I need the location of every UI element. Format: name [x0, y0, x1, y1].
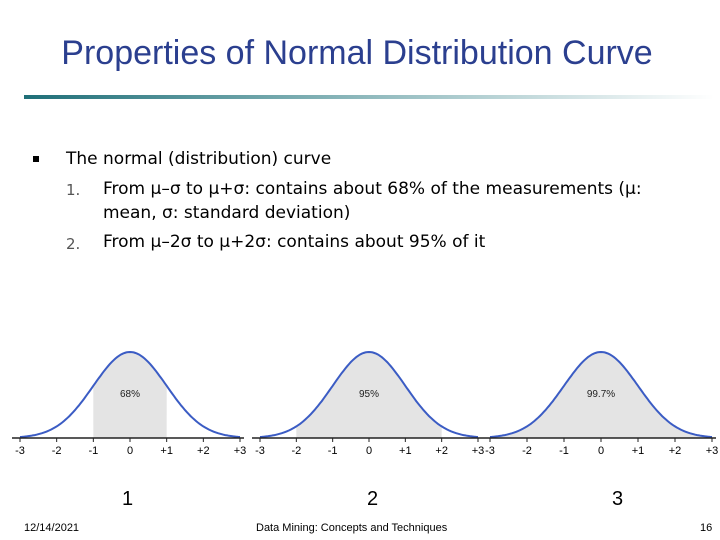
tick-label: +1 [632, 445, 645, 457]
tick-label: -1 [559, 445, 569, 457]
footer-page-number: 16 [700, 522, 713, 534]
item-1-number: 1. [66, 181, 81, 199]
tick-label: +3 [706, 445, 719, 457]
tick-label: 0 [127, 445, 133, 457]
bullet-icon [33, 156, 39, 162]
tick-label: +1 [399, 445, 412, 457]
tick-label: +2 [435, 445, 448, 457]
normal-curve-3 [489, 350, 713, 438]
tick-label: +3 [472, 445, 485, 457]
percent-label-1: 68% [120, 389, 140, 400]
tick-label: -2 [52, 445, 62, 457]
figure-label-3: 3 [612, 488, 624, 510]
item-1-text-line2: mean, σ: standard deviation) [103, 203, 351, 223]
footer-title: Data Mining: Concepts and Techniques [256, 522, 448, 534]
tick-label: -3 [255, 445, 265, 457]
tick-label: +2 [669, 445, 682, 457]
item-2-number: 2. [66, 235, 81, 253]
slide-title: Properties of Normal Distribution Curve [61, 34, 653, 72]
tick-label: 0 [598, 445, 604, 457]
tick-label: -2 [291, 445, 301, 457]
shaded-area-2 [296, 352, 442, 438]
item-1-text-line1: From μ–σ to μ+σ: contains about 68% of t… [103, 179, 642, 199]
body-intro: The normal (distribution) curve [66, 149, 332, 169]
tick-label: +1 [160, 445, 173, 457]
tick-label: -3 [15, 445, 25, 457]
normal-curve-1 [19, 350, 241, 438]
tick-label: -1 [88, 445, 98, 457]
tick-label: -2 [522, 445, 532, 457]
shaded-area-3 [490, 352, 712, 438]
normal-curve-2 [259, 350, 479, 438]
tick-label: -3 [485, 445, 495, 457]
tick-label: -1 [328, 445, 338, 457]
footer-date: 12/14/2021 [24, 522, 80, 534]
figure-label-2: 2 [367, 488, 379, 510]
title-underline [24, 95, 714, 99]
tick-label: +3 [234, 445, 247, 457]
shaded-area-1 [93, 352, 167, 438]
tick-label: +2 [197, 445, 210, 457]
figure-label-1: 1 [122, 488, 134, 510]
item-2-text: From μ–2σ to μ+2σ: contains about 95% of… [103, 232, 486, 252]
percent-label-3: 99.7% [587, 389, 615, 400]
percent-label-2: 95% [359, 389, 379, 400]
tick-label: 0 [366, 445, 372, 457]
